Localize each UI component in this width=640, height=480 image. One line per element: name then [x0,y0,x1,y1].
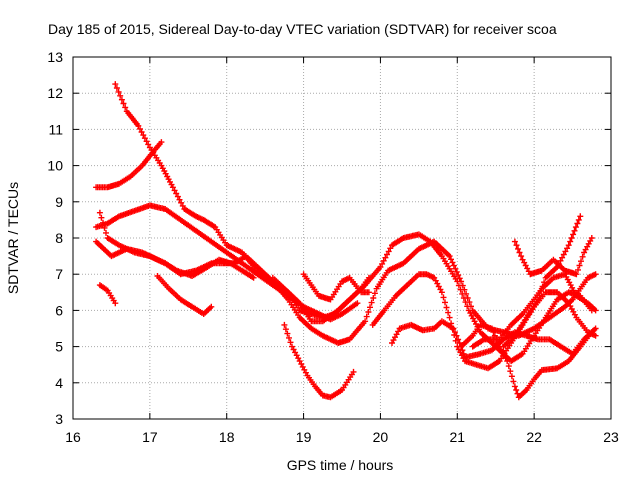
plot-area-border [72,56,612,420]
x-tick-label: 20 [373,429,389,445]
y-tick-label: 5 [55,339,63,355]
plus-markers [281,321,357,401]
y-tick-label: 7 [55,266,63,282]
x-tick-label: 18 [219,429,235,445]
plus-markers [93,139,165,191]
chart-title: Day 185 of 2015, Sidereal Day-to-day VTE… [48,21,557,37]
series-s6 [96,282,119,307]
y-tick-label: 10 [47,158,63,174]
axis-ticks [72,56,612,420]
axis-tick-labels: 16 17 18 19 20 21 22 23 3 4 5 6 7 8 9 10 11 12 13 [47,49,619,445]
plus-markers [300,271,372,303]
series-s7 [154,273,215,317]
y-tick-label: 4 [55,375,63,391]
series-s16 [469,271,599,350]
x-tick-label: 21 [449,429,465,445]
data-series [93,81,599,401]
grid-lines [73,57,611,419]
x-tick-label: 22 [526,429,542,445]
series-s9 [281,321,357,401]
y-tick-label: 12 [47,85,63,101]
y-tick-label: 11 [48,121,63,137]
y-tick-label: 9 [55,194,63,210]
x-tick-label: 19 [296,429,312,445]
plus-markers [500,213,584,350]
series-s5 [93,238,257,281]
x-axis-label: GPS time / hours [287,457,394,473]
y-axis-label: SDTVAR / TECUs [5,182,21,294]
x-tick-label: 17 [142,429,158,445]
series-s13 [458,321,595,401]
plus-markers [458,321,595,401]
y-tick-label: 8 [55,230,63,246]
x-tick-label: 23 [603,429,619,445]
x-tick-label: 16 [65,429,81,445]
plus-markers [469,271,599,350]
series-s15 [500,213,584,350]
y-tick-label: 6 [55,302,63,318]
y-tick-label: 13 [47,49,63,65]
plus-markers [96,282,119,307]
plus-markers [93,238,257,281]
y-tick-label: 3 [55,411,63,427]
series-s10 [300,271,372,303]
series-s2 [93,139,165,191]
plus-markers [154,273,215,317]
